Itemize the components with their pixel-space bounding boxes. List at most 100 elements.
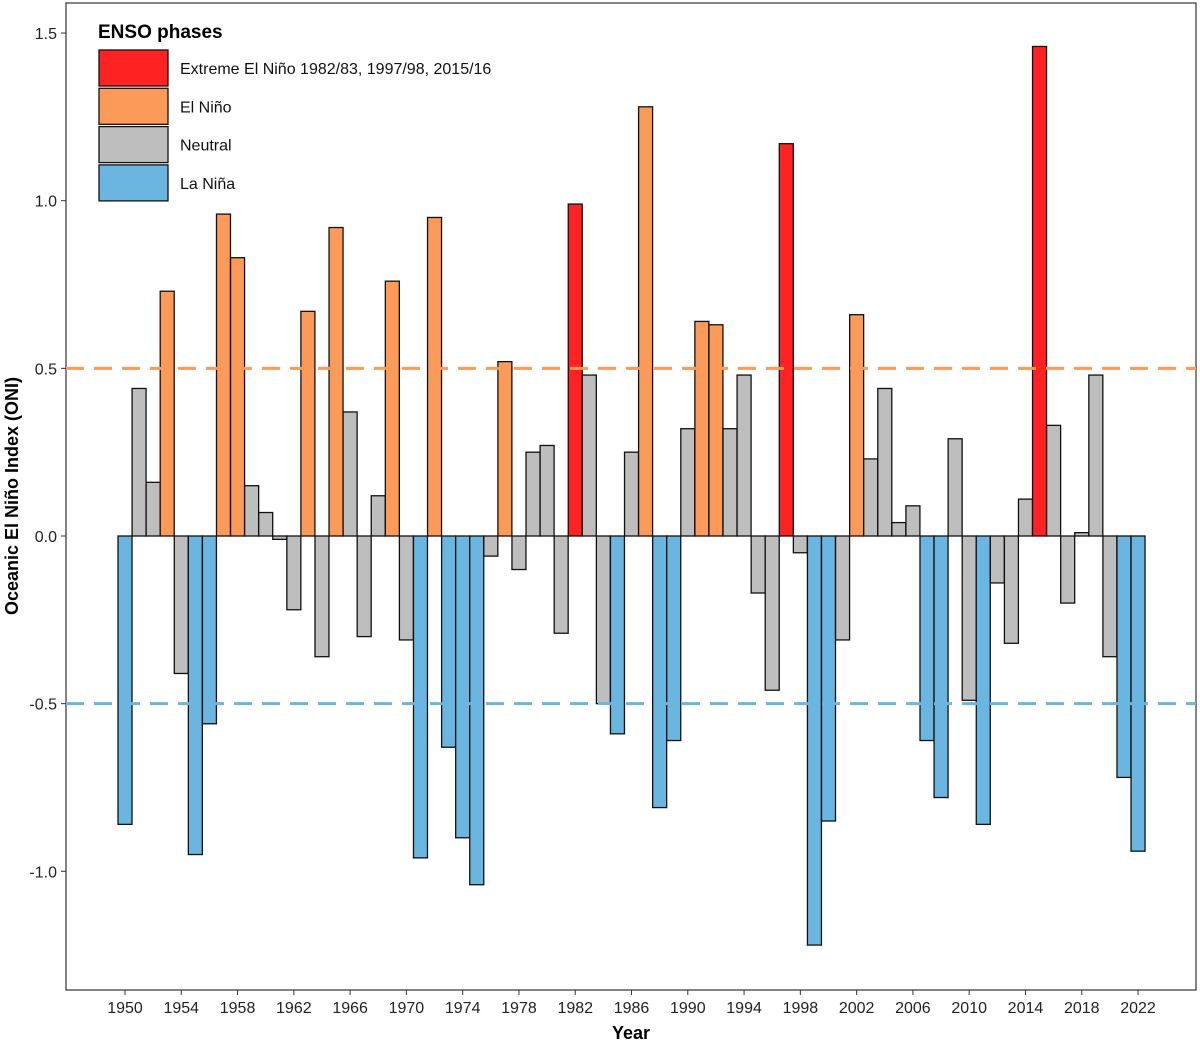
bar-2020 [1102,535,1118,658]
legend-swatch-lanina [98,164,169,202]
bar-1971 [412,535,429,859]
bar-1986 [623,451,640,537]
x-tick-label: 2006 [895,1000,931,1017]
bar-1969 [384,280,400,537]
bar-1996 [764,535,780,691]
bar-1951 [131,387,147,537]
x-tick-label: 1966 [332,1000,368,1017]
bar-1962 [286,535,302,611]
bar-2003 [863,458,879,537]
bar-1994 [736,374,752,537]
bar-2014 [1017,498,1034,537]
x-tick-label: 1974 [445,1000,481,1017]
bar-1974 [455,535,471,839]
bar-1965 [328,226,344,537]
x-tick-label: 1986 [614,1000,650,1017]
bar-1963 [300,310,316,537]
y-tick-label: 1.5 [35,26,57,43]
bar-2018 [1074,531,1090,537]
x-tick-label: 1962 [276,1000,312,1017]
bar-1975 [469,535,485,886]
x-tick-label: 2014 [1008,1000,1044,1017]
bar-2004 [877,387,893,537]
bar-1998 [792,535,809,554]
bar-1980 [539,444,555,537]
bar-1978 [511,535,527,571]
bar-1988 [652,535,668,809]
x-tick-label: 1950 [107,1000,143,1017]
legend-swatch-elnino [98,87,169,125]
bar-1960 [258,511,274,537]
legend-label-lanina: La Niña [180,176,235,193]
x-tick-label: 1978 [501,1000,537,1017]
bar-1985 [609,535,626,735]
bar-2019 [1088,374,1104,537]
legend-title: ENSO phases [98,22,223,43]
bar-2011 [975,535,991,826]
bar-1973 [440,535,457,748]
bar-1976 [483,535,499,557]
bar-2007 [919,535,935,742]
y-tick-label: 1.0 [35,194,57,211]
x-tick-label: 1990 [670,1000,706,1017]
bar-2017 [1060,535,1076,604]
bar-1964 [314,535,330,658]
legend-swatch-extreme [98,49,169,87]
bar-1953 [159,290,175,537]
bar-2012 [989,535,1005,584]
bar-1966 [342,411,358,537]
bar-1995 [750,535,766,594]
y-tick-label: 0.0 [35,529,57,546]
bar-2000 [820,535,837,822]
bar-2016 [1045,424,1062,537]
bar-1977 [497,360,513,537]
x-tick-label: 1954 [163,1000,199,1017]
bar-1983 [581,374,597,537]
x-tick-label: 1998 [783,1000,819,1017]
y-tick-label: 0.5 [35,361,57,378]
x-tick-label: 2022 [1120,1000,1156,1017]
bar-2009 [947,438,963,537]
bar-2022 [1130,535,1146,852]
bar-1952 [145,481,161,537]
bar-1957 [215,213,232,537]
bar-1993 [722,428,738,537]
bar-1981 [553,535,569,634]
y-tick-label: -1.0 [29,864,57,881]
x-tick-label: 1970 [389,1000,425,1017]
bar-1950 [117,535,133,826]
bar-1954 [173,535,189,675]
bar-2006 [905,505,921,537]
x-tick-label: 2010 [951,1000,987,1017]
y-tick-label: -0.5 [29,697,57,714]
bar-1972 [426,216,443,537]
bar-1968 [370,495,386,537]
legend-label-extreme: Extreme El Niño 1982/83, 1997/98, 2015/1… [180,61,491,78]
legend-swatch-neutral [98,125,169,164]
bar-1979 [525,451,541,537]
legend-label-elnino: El Niño [180,99,232,116]
x-tick-label: 1982 [557,1000,593,1017]
bar-2001 [834,535,851,641]
bar-2015 [1031,45,1048,537]
legend-label-neutral: Neutral [180,138,232,155]
bar-1958 [229,257,246,537]
bar-1987 [637,106,654,537]
x-tick-label: 1994 [726,1000,762,1017]
bar-1982 [567,203,583,537]
bar-1990 [680,428,696,537]
bar-1959 [243,485,260,537]
legend: ENSO phases Extreme El Niño 1982/83, 199… [98,22,491,202]
bar-2010 [961,535,977,701]
bar-2013 [1003,535,1020,644]
bar-2008 [933,535,949,799]
bar-1991 [694,320,710,537]
x-tick-label: 2018 [1064,1000,1100,1017]
bar-1997 [778,143,794,537]
x-tick-label: 2002 [839,1000,875,1017]
y-axis-title: Oceanic El Niño Index (ONI) [2,377,22,615]
bar-1967 [356,535,372,638]
bar-1961 [272,535,288,541]
x-axis-title: Year [612,1023,650,1043]
